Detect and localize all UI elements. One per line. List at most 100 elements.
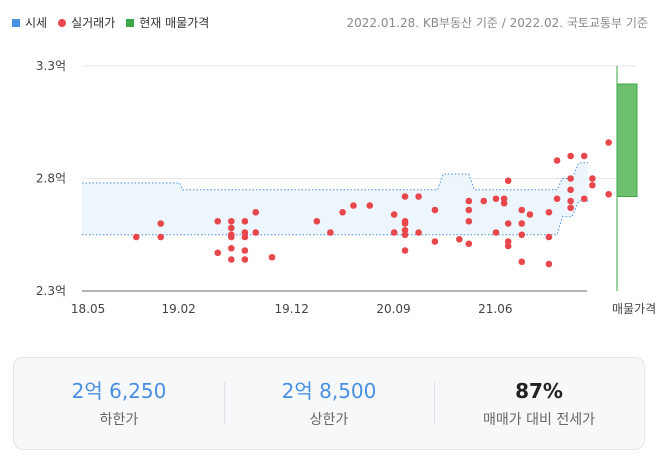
transaction-point: [545, 260, 553, 268]
transaction-point: [518, 231, 526, 239]
transaction-point: [214, 217, 222, 225]
y-tick-label: 3.3억: [36, 59, 66, 73]
transaction-point: [241, 247, 249, 254]
transaction-point: [545, 233, 553, 241]
transaction-point: [228, 233, 235, 241]
legend-label: 실거래가: [71, 16, 116, 30]
chart-legend: 시세 실거래가 현재 매물가격: [12, 14, 220, 31]
transaction-point: [339, 208, 346, 216]
legend-swatch-square: [126, 18, 135, 27]
transaction-point: [500, 199, 508, 207]
transaction-point: [401, 231, 409, 239]
transaction-point: [431, 238, 439, 245]
listing-axis-label: 매물가격: [612, 302, 656, 315]
transaction-point: [268, 253, 276, 261]
transaction-point: [567, 175, 574, 182]
transaction-point: [214, 249, 222, 257]
transaction-point: [415, 193, 422, 200]
price-summary-panel: 2억 6,250 하한가 2억 8,500 상한가 87% 매매가 대비 전세가: [13, 357, 645, 450]
transaction-point: [605, 139, 612, 146]
transaction-point: [553, 195, 561, 203]
transaction-point: [401, 220, 409, 227]
transaction-point: [518, 206, 526, 214]
transaction-point: [431, 206, 439, 214]
transaction-point: [518, 220, 526, 227]
x-tick-label: 20.09: [376, 302, 410, 315]
transaction-point: [390, 211, 398, 218]
transaction-point: [228, 256, 235, 263]
transaction-point: [567, 204, 574, 212]
transaction-point: [492, 195, 500, 203]
transaction-point: [465, 217, 473, 225]
x-tick-label: 21.06: [478, 302, 512, 315]
transaction-point: [492, 229, 500, 236]
stat-value: 87%: [515, 379, 563, 403]
stat-lower-price: 2억 6,250 하한가: [14, 378, 224, 429]
transaction-point: [350, 202, 357, 209]
source-note: 2022.01.28. KB부동산 기준 / 2022.02. 국토교통부 기준: [346, 16, 648, 30]
stat-upper-price: 2억 8,500 상한가: [224, 378, 434, 429]
y-tick-label: 2.8억: [36, 172, 66, 186]
transaction-point: [241, 233, 249, 241]
transaction-point: [252, 229, 260, 236]
transaction-point: [589, 175, 596, 182]
legend-item-actual-transaction[interactable]: 실거래가: [58, 14, 115, 31]
price-chart: 3.3억 2.8억 2.3억 18.05 19.02 19.12 20.09 21.06 매물가…: [36, 59, 656, 315]
legend-item-current-listing[interactable]: 현재 매물가격: [126, 14, 209, 31]
transaction-point: [456, 235, 463, 243]
transaction-point: [518, 258, 526, 266]
x-tick-label: 18.05: [71, 302, 105, 315]
transaction-point: [228, 224, 235, 232]
transaction-point: [605, 190, 612, 198]
transaction-point: [580, 195, 588, 203]
transaction-point: [504, 177, 512, 185]
transaction-point: [401, 193, 409, 200]
transaction-point: [313, 217, 321, 225]
legend-swatch-square: [12, 18, 20, 27]
transaction-point: [252, 208, 260, 216]
stat-value: 2억 8,500: [281, 379, 377, 403]
transaction-point: [465, 240, 473, 248]
transaction-point: [241, 217, 249, 225]
market-price-band: [82, 162, 589, 235]
transaction-point: [553, 157, 561, 164]
y-tick-label: 2.3억: [36, 284, 66, 298]
x-tick-label: 19.12: [275, 302, 309, 315]
legend-label: 현재 매물가격: [139, 16, 210, 30]
transaction-point: [567, 186, 574, 194]
transaction-point: [589, 181, 596, 189]
legend-label: 시세: [25, 16, 48, 30]
transaction-point: [567, 152, 574, 160]
stat-label: 매매가 대비 전세가: [483, 412, 595, 428]
transaction-point: [401, 247, 409, 254]
transaction-point: [465, 197, 473, 205]
transaction-point: [415, 229, 422, 236]
transaction-point: [465, 206, 473, 214]
listing-price-range: [616, 83, 638, 197]
transaction-point: [327, 229, 334, 236]
transaction-point: [241, 256, 249, 263]
stat-label: 하한가: [99, 412, 139, 428]
transaction-point: [228, 244, 235, 252]
stat-value: 2억 6,250: [71, 379, 167, 403]
transaction-point: [545, 208, 553, 216]
transaction-point: [132, 233, 140, 241]
transaction-point: [480, 197, 488, 205]
transaction-point: [228, 217, 235, 225]
market-price-lower-line: [82, 200, 589, 236]
stat-jeonse-ratio: 87% 매매가 대비 전세가: [434, 378, 644, 429]
legend-swatch-dot: [58, 18, 67, 27]
x-tick-label: 19.02: [161, 302, 195, 315]
transaction-point: [504, 220, 512, 227]
transaction-point: [157, 220, 165, 227]
transaction-point: [580, 152, 588, 160]
market-price-upper-line: [82, 162, 589, 191]
transaction-point: [504, 242, 512, 250]
transaction-point: [526, 211, 534, 218]
stat-label: 상한가: [309, 412, 349, 428]
legend-item-market-price[interactable]: 시세: [12, 14, 47, 31]
transaction-point: [157, 233, 165, 241]
transaction-point: [567, 197, 574, 205]
transaction-point: [390, 229, 398, 236]
transaction-point: [366, 202, 374, 209]
